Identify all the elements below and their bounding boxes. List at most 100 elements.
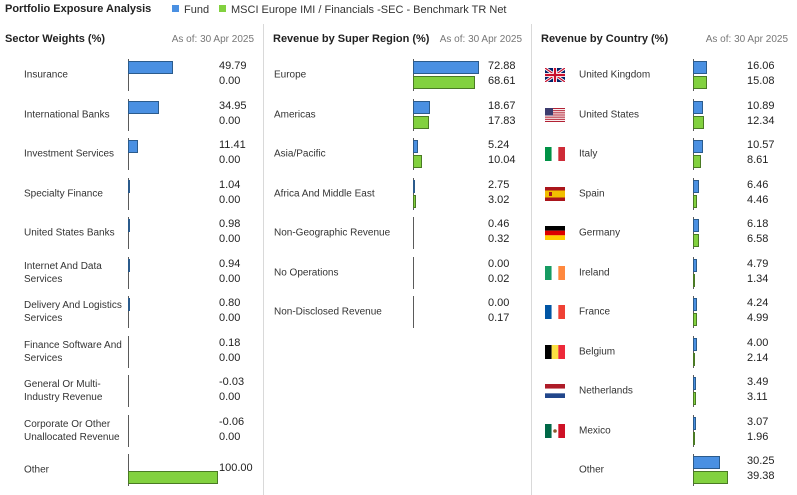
category-row-asia-pacific: Asia/Pacific 5.24 10.04: [268, 135, 531, 173]
zero-axis-line: [693, 59, 694, 91]
fund-value-label: 5.24: [488, 139, 510, 151]
fund-bar: [693, 377, 697, 390]
benchmark-value-label: 0.00: [219, 351, 241, 364]
zero-axis-line: [693, 177, 694, 210]
fund-bar: [693, 337, 697, 351]
category-label: Asia/Pacific: [274, 148, 326, 160]
panel-divider: [531, 24, 532, 495]
zero-axis-line: [413, 98, 414, 131]
zero-axis-line: [128, 138, 129, 170]
fund-bar: [413, 61, 479, 74]
benchmark-value-label: 0.00: [219, 114, 241, 127]
benchmark-value-label: 0.00: [219, 391, 241, 403]
zero-axis-line: [413, 217, 414, 249]
benchmark-value-label: 17.83: [488, 114, 516, 127]
zero-axis-line: [413, 59, 414, 91]
benchmark-bar: [693, 194, 697, 208]
fund-bar: [128, 140, 139, 153]
as-of-date: As of: 30 Apr 2025: [705, 34, 788, 45]
category-label: Other: [24, 464, 50, 476]
category-label: Non-Geographic Revenue: [274, 227, 391, 239]
category-label: Non-Disclosed Revenue: [274, 306, 382, 318]
benchmark-value-label: 2.14: [747, 351, 769, 364]
fund-value-label: 1.04: [219, 178, 241, 191]
zero-axis-line: [693, 138, 694, 170]
category-label: France: [579, 306, 611, 318]
as-of-date: As of: 30 Apr 2025: [439, 34, 522, 45]
category-label: Delivery And Logistics Services: [24, 300, 122, 324]
fund-value-label: 3.07: [747, 415, 769, 428]
benchmark-value-label: 0.17: [488, 312, 510, 324]
benchmark-value-label: 1.96: [747, 430, 769, 443]
category-row-finance-software-and-services: Finance Software And Services 0.18 0.00: [0, 333, 263, 371]
fund-bar: [128, 179, 130, 193]
benchmark-value-label: 12.34: [747, 114, 775, 127]
fund-value-label: 6.46: [747, 178, 769, 191]
category-label: Investment Services: [24, 148, 115, 160]
benchmark-value-label: 6.58: [747, 233, 769, 245]
benchmark-bar: [693, 392, 696, 405]
category-label: Ireland: [579, 267, 610, 278]
category-label: Germany: [579, 227, 621, 239]
category-label: Italy: [579, 148, 598, 160]
benchmark-bar: [128, 471, 218, 484]
zero-axis-line: [128, 335, 129, 368]
benchmark-bar: [413, 76, 475, 89]
zero-axis-line: [128, 217, 129, 249]
fund-bar: [693, 179, 699, 193]
benchmark-value-label: 0.32: [488, 233, 510, 245]
category-label: General Or Multi-Industry Revenue: [24, 379, 103, 403]
fund-value-label: 18.67: [488, 99, 516, 112]
benchmark-value-label: 0.00: [219, 154, 241, 166]
benchmark-bar: [693, 234, 699, 247]
netherlands-flag-icon: [545, 384, 565, 398]
benchmark-value-label: 3.11: [747, 391, 768, 403]
fund-value-label: 2.75: [488, 178, 510, 191]
category-row-investment-services: Investment Services 11.41 0.00: [0, 135, 263, 173]
fund-bar: [413, 179, 416, 193]
header: Portfolio Exposure Analysis Fund MSCI Eu…: [0, 0, 797, 20]
benchmark-bar: [693, 76, 707, 89]
benchmark-bar: [413, 194, 416, 208]
category-row-italy: Italy 10.57 8.61: [536, 135, 797, 173]
fund-value-label: 16.06: [747, 60, 775, 72]
category-row-general-or-multi-industry-revenue: General Or Multi-Industry Revenue -0.03 0.…: [0, 372, 263, 410]
benchmark-value-label: 8.61: [747, 154, 769, 166]
country-panel: Revenue by Country (%) As of: 30 Apr 202…: [536, 24, 797, 495]
benchmark-bar: [693, 273, 695, 287]
category-row-europe: Europe 72.88 68.61: [268, 56, 531, 94]
zero-axis-line: [413, 256, 414, 289]
zero-axis-line: [413, 296, 414, 328]
fund-bar: [128, 61, 173, 74]
fund-value-label: 6.18: [747, 218, 769, 230]
category-label: Mexico: [579, 425, 611, 436]
fund-value-label: 0.46: [488, 218, 510, 230]
benchmark-value-label: 68.61: [488, 75, 516, 87]
fund-value-label: 10.89: [747, 99, 775, 112]
benchmark-value-label: 39.38: [747, 470, 775, 482]
uk-flag-icon: [545, 68, 565, 82]
benchmark-bar: [693, 155, 701, 168]
category-label: Africa And Middle East: [274, 188, 375, 199]
category-row-mexico: Mexico 3.07 1.96: [536, 412, 797, 450]
benchmark-value-label: 4.99: [747, 312, 769, 324]
zero-axis-line: [128, 177, 129, 210]
panel-divider: [263, 24, 264, 495]
fund-value-label: 0.80: [219, 297, 241, 309]
as-of-date: As of: 30 Apr 2025: [171, 34, 254, 45]
benchmark-value-label: 1.34: [747, 272, 769, 285]
category-row-international-banks: International Banks 34.95 0.00: [0, 96, 263, 134]
fund-value-label: 30.25: [747, 455, 775, 467]
fund-value-label: 49.79: [219, 60, 247, 72]
fund-bar: [693, 258, 698, 272]
panel-title: Sector Weights (%): [5, 33, 106, 45]
category-row-other: Other 30.25 39.38: [536, 451, 797, 489]
category-label: Internet And Data Services: [24, 260, 102, 285]
fund-value-label: 4.79: [747, 257, 769, 270]
benchmark-bar: [413, 155, 423, 168]
fund-value-label: 0.98: [219, 218, 241, 230]
category-row-corporate-or-other-unallocated-revenue: Corporate Or Other Unallocated Revenue -0…: [0, 412, 263, 450]
benchmark-value-label: 3.02: [488, 193, 510, 206]
fund-bar: [693, 61, 708, 74]
zero-axis-line: [693, 98, 694, 131]
